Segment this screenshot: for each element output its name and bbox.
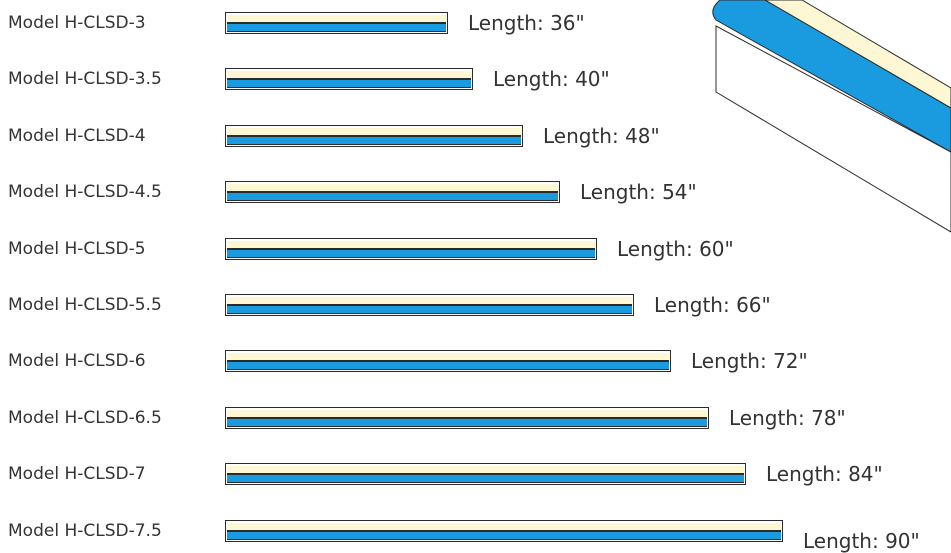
bar-cream-strip xyxy=(227,127,521,136)
model-name: Model H-CLSD-4 xyxy=(8,125,146,146)
bar-blue-strip xyxy=(227,23,446,32)
bar-cream-strip xyxy=(227,184,558,193)
length-bar xyxy=(225,181,560,204)
model-row: Model H-CLSD-3 Length: 36" xyxy=(0,9,951,37)
model-name: Model H-CLSD-6 xyxy=(8,351,146,372)
bar-cream-strip xyxy=(227,297,632,305)
length-bar xyxy=(225,350,671,373)
shelf-cream-top xyxy=(764,0,951,109)
bar-blue-strip xyxy=(227,417,707,427)
length-label: Length: 60" xyxy=(617,236,734,261)
model-name: Model H-CLSD-3 xyxy=(8,13,146,33)
length-label: Length: 40" xyxy=(493,67,610,92)
length-bar xyxy=(225,124,523,147)
model-row: Model H-CLSD-6 Length: 72" xyxy=(0,347,951,375)
length-label: Length: 54" xyxy=(580,180,697,205)
model-row: Model H-CLSD-4 Length: 48" xyxy=(0,122,951,150)
bar-blue-strip xyxy=(227,248,595,258)
bar-blue-strip xyxy=(227,192,558,202)
length-bar xyxy=(225,519,783,542)
length-label: Length: 78" xyxy=(729,405,846,430)
bar-blue-strip xyxy=(227,135,521,145)
length-label: Length: 90" xyxy=(803,528,920,553)
model-name: Model H-CLSD-7.5 xyxy=(8,520,162,541)
bar-cream-strip xyxy=(227,15,446,23)
bar-blue-strip xyxy=(227,530,781,540)
model-name: Model H-CLSD-4.5 xyxy=(8,182,162,203)
bar-blue-strip xyxy=(227,361,669,371)
shelf-front-face xyxy=(715,25,951,233)
length-bar xyxy=(225,406,709,429)
length-label: Length: 84" xyxy=(766,462,883,487)
length-bar xyxy=(225,294,634,316)
length-label: Length: 36" xyxy=(468,11,585,35)
length-bar xyxy=(225,68,473,91)
model-row: Model H-CLSD-4.5 Length: 54" xyxy=(0,178,951,206)
model-row: Model H-CLSD-7 Length: 84" xyxy=(0,460,951,488)
length-label: Length: 72" xyxy=(691,349,808,374)
model-name: Model H-CLSD-5.5 xyxy=(8,295,162,315)
model-row: Model H-CLSD-5.5 Length: 66" xyxy=(0,291,951,319)
shelf-corner-illustration xyxy=(712,0,951,233)
shelf-blue-edge xyxy=(712,0,951,153)
length-label: Length: 66" xyxy=(654,293,771,317)
bar-cream-strip xyxy=(227,409,707,418)
model-name: Model H-CLSD-5 xyxy=(8,238,146,259)
bar-cream-strip xyxy=(227,71,471,80)
length-bar xyxy=(225,237,597,260)
bar-blue-strip xyxy=(227,305,632,314)
bar-cream-strip xyxy=(227,466,744,475)
length-bar xyxy=(225,12,448,34)
model-row: Model H-CLSD-5 Length: 60" xyxy=(0,235,951,263)
bar-cream-strip xyxy=(227,522,781,531)
bar-cream-strip xyxy=(227,353,669,362)
bar-cream-strip xyxy=(227,240,595,249)
model-row: Model H-CLSD-7.5 Length: 90" xyxy=(0,517,951,553)
model-name: Model H-CLSD-3.5 xyxy=(8,69,162,90)
bar-blue-strip xyxy=(227,79,471,89)
model-row: Model H-CLSD-3.5 Length: 40" xyxy=(0,65,951,93)
model-row: Model H-CLSD-6.5 Length: 78" xyxy=(0,404,951,432)
bar-blue-strip xyxy=(227,474,744,484)
length-label: Length: 48" xyxy=(543,123,660,148)
length-bar xyxy=(225,463,746,486)
model-name: Model H-CLSD-7 xyxy=(8,464,146,485)
model-name: Model H-CLSD-6.5 xyxy=(8,407,162,428)
